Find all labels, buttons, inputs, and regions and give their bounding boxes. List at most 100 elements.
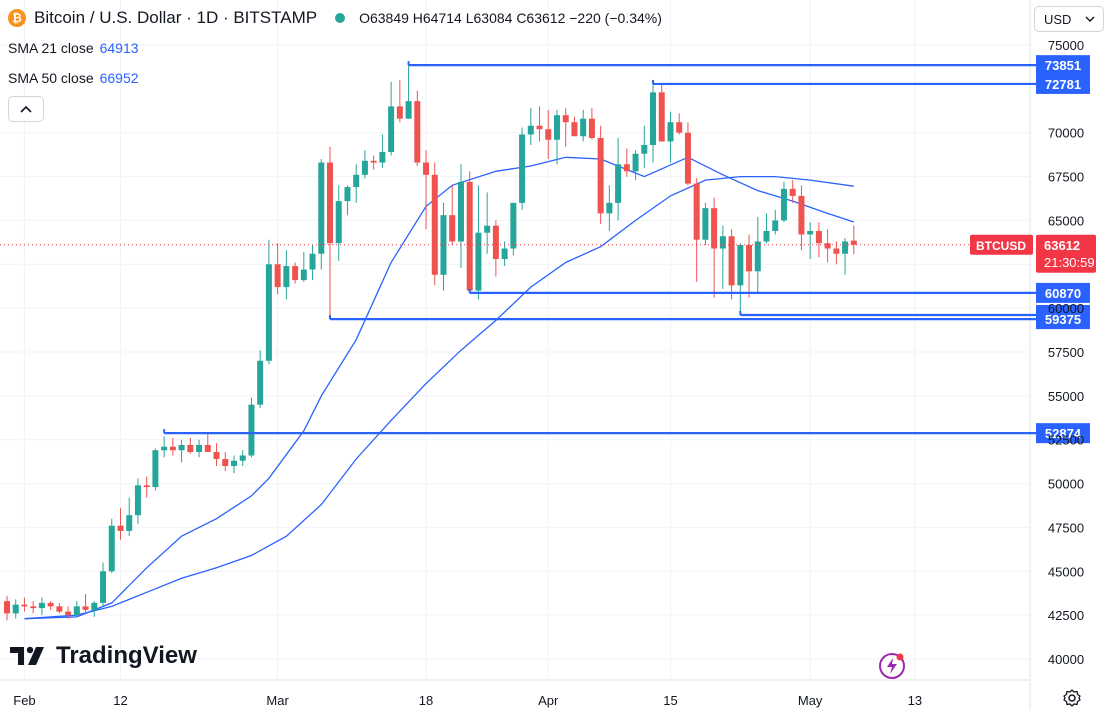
candle-body: [353, 174, 360, 188]
tradingview-logo-icon: [10, 646, 44, 665]
candle-body: [405, 101, 412, 119]
sma-lines: [24, 156, 855, 620]
candle-body: [780, 188, 787, 221]
x-tick-label: Mar: [266, 693, 289, 708]
candle-body: [641, 144, 648, 154]
candle-body: [300, 269, 307, 281]
candle-body: [134, 485, 141, 516]
candle-body: [126, 515, 133, 531]
candle-body: [82, 606, 89, 610]
candle-body: [108, 525, 115, 572]
candle-body: [12, 604, 19, 614]
candle-body: [344, 187, 351, 202]
countdown-label: 21:30:59: [1044, 255, 1095, 270]
candle-body: [440, 215, 447, 275]
sma21-label: SMA 21 close: [8, 40, 94, 56]
candle-body: [807, 230, 814, 235]
candle-body: [510, 202, 517, 249]
y-tick-label: 67500: [1048, 170, 1084, 185]
sma50-legend[interactable]: SMA 50 close 66952: [8, 70, 139, 86]
candle-body: [239, 455, 246, 461]
level-price-label: 73851: [1045, 58, 1081, 73]
candle-body: [152, 450, 159, 488]
candle-body: [309, 253, 316, 270]
level-price-tag: [1036, 55, 1090, 76]
candle-body: [222, 459, 229, 467]
candle-body: [292, 266, 299, 281]
y-tick-label: 57500: [1048, 345, 1084, 360]
tradingview-logo[interactable]: TradingView: [10, 642, 197, 670]
x-tick-label: 15: [663, 693, 677, 708]
candle-body: [658, 92, 665, 142]
bitcoin-icon: ₿: [8, 9, 26, 27]
candle-body: [719, 236, 726, 249]
candle-body: [615, 164, 622, 203]
level-lines: 738517278160870596115937552874: [163, 55, 1090, 444]
level-price-tag: [1036, 309, 1090, 330]
last-price-marker: BTCUSD 63612 21:30:59: [0, 234, 1096, 273]
candle-body: [47, 602, 54, 607]
x-tick-label: May: [798, 693, 823, 708]
candle-body: [501, 248, 508, 260]
y-tick-label: 70000: [1048, 126, 1084, 141]
candle-body: [161, 446, 168, 451]
price-axis: 40000 42500 45000 47500 50000 52500 55000 57500…: [1048, 38, 1084, 667]
candle-body: [763, 230, 770, 242]
candle-body: [327, 162, 334, 244]
candle-body: [632, 153, 639, 172]
level-price-tag: [1036, 282, 1090, 303]
candle-body: [536, 125, 543, 130]
candle-body: [684, 132, 691, 184]
candle-body: [842, 241, 849, 254]
settings-gear-icon[interactable]: [1062, 688, 1082, 708]
candle-body: [414, 101, 421, 163]
candle-body: [196, 444, 203, 452]
collapse-icon: [20, 105, 32, 113]
sma21-value: 64913: [99, 40, 139, 56]
candle-body: [91, 602, 98, 610]
lightning-icon[interactable]: [877, 651, 907, 681]
level-price-label: 60870: [1045, 286, 1081, 301]
candle-body: [56, 606, 63, 612]
sma21-legend[interactable]: SMA 21 close 64913: [8, 40, 139, 56]
time-axis: Feb 12 Mar 18 Apr 15 May 13: [13, 693, 922, 708]
candle-body: [65, 611, 72, 616]
x-tick-label: 18: [419, 693, 433, 708]
candle-body: [772, 220, 779, 231]
candle-body: [274, 264, 281, 288]
candle-body: [30, 606, 37, 609]
candle-body: [798, 195, 805, 235]
sma-line: [24, 156, 855, 620]
y-tick-label: 42500: [1048, 608, 1084, 623]
candle-body: [519, 134, 526, 203]
candle-body: [283, 266, 290, 288]
currency-selector[interactable]: USD: [1034, 6, 1104, 32]
candle-body: [379, 152, 386, 163]
market-status-icon: [335, 13, 346, 23]
candle-body: [545, 129, 552, 140]
y-tick-label: 75000: [1048, 38, 1084, 53]
symbol-title[interactable]: Bitcoin / U.S. Dollar · 1D · BITSTAMP: [34, 8, 318, 27]
currency-label: USD: [1044, 11, 1072, 27]
level-price-tag: [1036, 423, 1090, 444]
sma50-value: 66952: [99, 70, 139, 86]
last-price-label: 63612: [1044, 238, 1080, 253]
candle-body: [230, 460, 237, 467]
symbol-tag-label: BTCUSD: [976, 239, 1026, 253]
level-price-label: 72781: [1045, 77, 1081, 92]
x-tick-label: Feb: [13, 693, 35, 708]
candle-body: [169, 446, 176, 451]
candles: [4, 65, 857, 621]
collapse-legend-button[interactable]: [8, 96, 44, 122]
candle-body: [824, 243, 831, 249]
candle-body: [711, 208, 718, 249]
tradingview-wordmark: TradingView: [56, 642, 197, 669]
candle-body: [423, 162, 430, 175]
candle-body: [100, 571, 107, 603]
chart-header: ₿ Bitcoin / U.S. Dollar · 1D · BITSTAMP …: [8, 6, 662, 30]
chevron-down-icon: [1085, 16, 1095, 22]
candle-body: [850, 240, 857, 245]
last-price-tag: [1036, 234, 1096, 273]
y-tick-label: 55000: [1048, 389, 1084, 404]
